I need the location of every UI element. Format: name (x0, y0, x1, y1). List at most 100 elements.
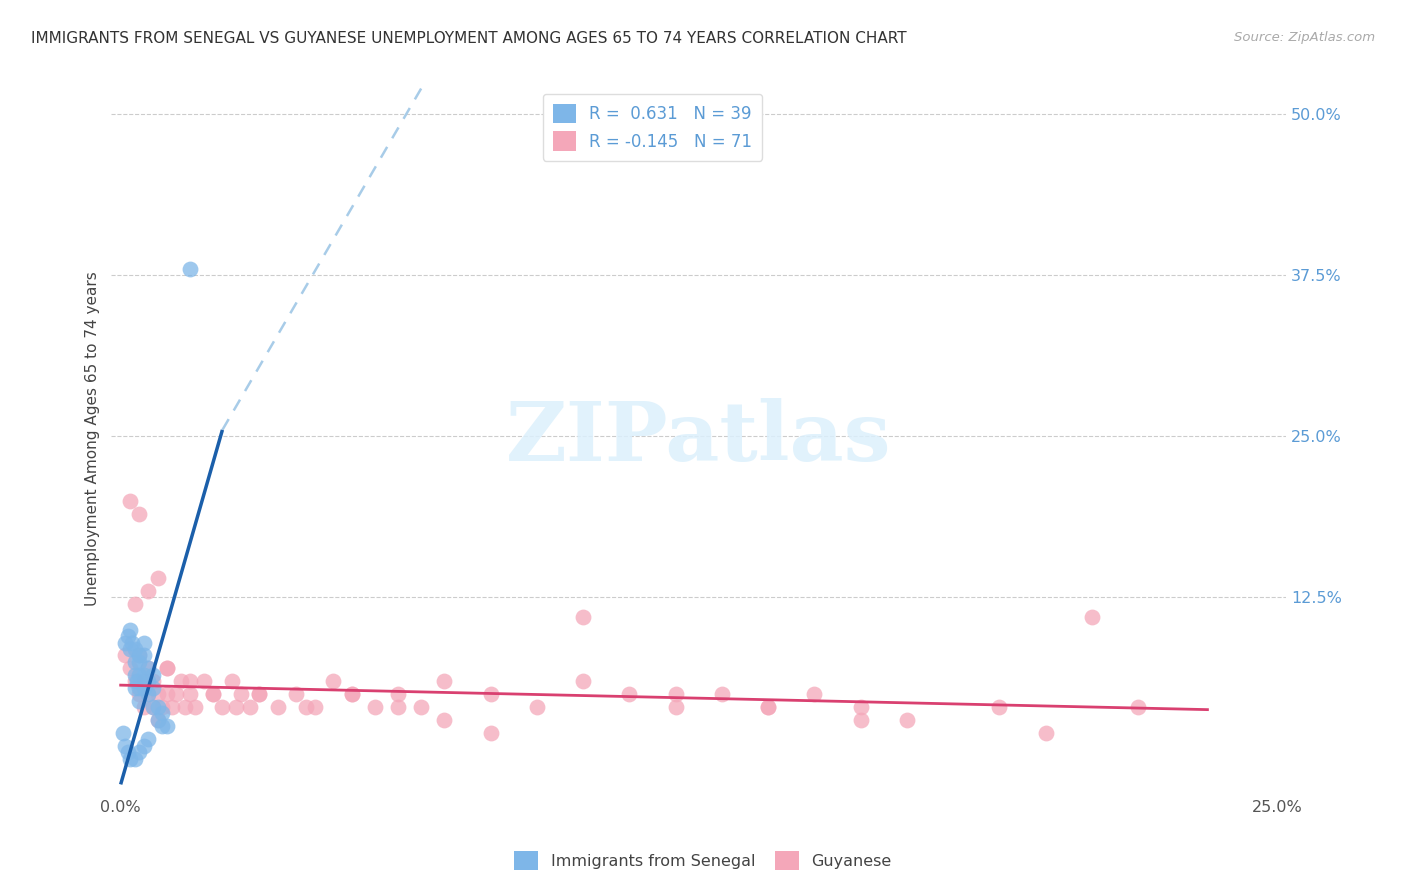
Point (121, 635, 143, 649)
Point (572, 674, 595, 689)
Point (128, 668, 150, 682)
Point (193, 674, 215, 689)
Point (267, 700, 290, 714)
Point (150, 706, 173, 721)
Point (146, 571, 169, 585)
Point (160, 700, 183, 714)
Point (221, 674, 243, 689)
Point (849, 700, 872, 714)
Point (156, 719, 179, 733)
Point (988, 700, 1011, 714)
Point (132, 674, 155, 689)
Point (128, 693, 150, 707)
Point (128, 655, 150, 669)
Point (1035, 726, 1057, 740)
Point (128, 648, 150, 663)
Point (364, 700, 387, 714)
Point (138, 732, 160, 747)
Point (179, 687, 201, 701)
Point (229, 687, 252, 701)
Point (756, 700, 779, 714)
Point (239, 700, 262, 714)
Point (132, 648, 155, 663)
Point (124, 597, 146, 611)
Point (138, 674, 160, 689)
Point (665, 700, 688, 714)
Point (118, 623, 141, 637)
Point (128, 507, 150, 521)
Point (138, 661, 160, 675)
Point (1126, 700, 1149, 714)
Point (114, 635, 136, 649)
Point (118, 751, 141, 765)
Point (156, 687, 179, 701)
Point (117, 629, 139, 643)
Point (128, 681, 150, 695)
Point (202, 687, 225, 701)
Point (150, 700, 173, 714)
Point (128, 687, 150, 701)
Point (124, 751, 146, 765)
Point (322, 674, 344, 689)
Point (710, 687, 733, 701)
Point (118, 661, 141, 675)
Point (294, 700, 316, 714)
Point (142, 700, 165, 714)
Point (526, 700, 548, 714)
Point (247, 687, 270, 701)
Point (411, 700, 433, 714)
Text: ZIPatlas: ZIPatlas (506, 399, 891, 478)
Point (124, 681, 146, 695)
Point (124, 642, 146, 657)
Point (150, 719, 173, 733)
Point (132, 668, 155, 682)
Point (896, 713, 918, 727)
Point (142, 668, 165, 682)
Point (124, 668, 146, 682)
Point (156, 661, 179, 675)
Point (124, 674, 146, 689)
Legend: R =  0.631   N = 39, R = -0.145   N = 71: R = 0.631 N = 39, R = -0.145 N = 71 (543, 94, 762, 161)
Point (756, 700, 779, 714)
Point (433, 674, 456, 689)
Point (118, 493, 141, 508)
Point (132, 681, 155, 695)
Point (142, 674, 165, 689)
Point (138, 687, 160, 701)
Point (285, 687, 308, 701)
Point (142, 700, 165, 714)
Point (117, 745, 139, 759)
Point (156, 661, 179, 675)
Point (479, 726, 502, 740)
Point (1081, 610, 1104, 624)
Point (146, 713, 169, 727)
Point (132, 635, 155, 649)
Point (211, 700, 233, 714)
Point (138, 661, 160, 675)
Y-axis label: Unemployment Among Ages 65 to 74 years: Unemployment Among Ages 65 to 74 years (86, 271, 100, 606)
Point (225, 700, 247, 714)
Point (146, 713, 169, 727)
Point (111, 726, 134, 740)
Point (387, 700, 409, 714)
Point (114, 648, 136, 663)
Legend: Immigrants from Senegal, Guyanese: Immigrants from Senegal, Guyanese (508, 845, 898, 877)
Point (114, 739, 136, 753)
Point (665, 687, 688, 701)
Point (202, 687, 225, 701)
Point (479, 687, 502, 701)
Point (124, 655, 146, 669)
Point (128, 648, 150, 663)
Point (138, 687, 160, 701)
Point (132, 700, 155, 714)
Point (128, 745, 150, 759)
Point (340, 687, 363, 701)
Text: Source: ZipAtlas.com: Source: ZipAtlas.com (1234, 31, 1375, 45)
Point (118, 642, 141, 657)
Point (572, 610, 595, 624)
Point (170, 674, 193, 689)
Point (387, 687, 409, 701)
Point (304, 700, 326, 714)
Point (132, 739, 155, 753)
Point (142, 681, 165, 695)
